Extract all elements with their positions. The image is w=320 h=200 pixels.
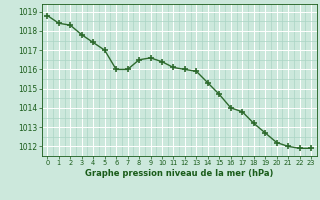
X-axis label: Graphe pression niveau de la mer (hPa): Graphe pression niveau de la mer (hPa): [85, 169, 273, 178]
